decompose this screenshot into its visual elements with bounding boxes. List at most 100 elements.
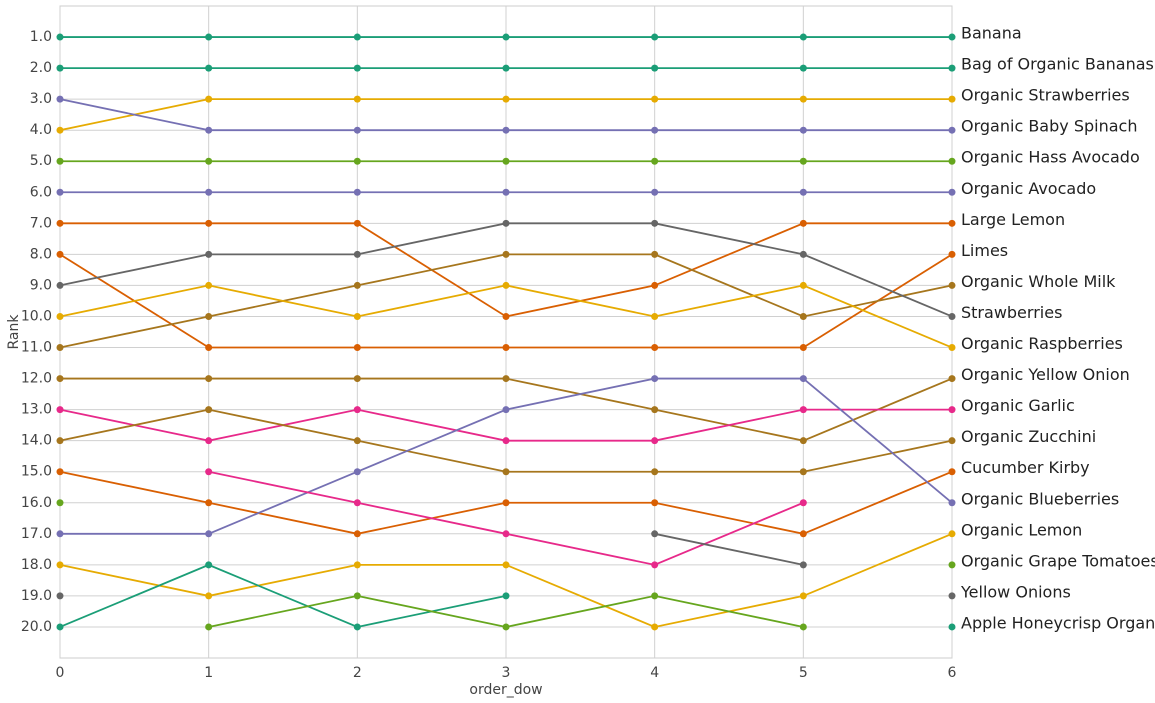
point xyxy=(948,95,956,103)
point xyxy=(799,33,807,41)
point xyxy=(799,126,807,134)
point xyxy=(651,530,659,538)
point xyxy=(948,188,956,196)
y-axis-label: Rank xyxy=(6,314,22,350)
point xyxy=(651,344,659,352)
point xyxy=(205,375,213,383)
y-tick-label: 8.0 xyxy=(30,246,52,262)
point xyxy=(205,95,213,103)
point xyxy=(205,33,213,41)
point xyxy=(353,250,361,258)
point xyxy=(651,157,659,165)
point xyxy=(56,312,64,320)
series-label: Organic Whole Milk xyxy=(961,272,1116,291)
point xyxy=(502,95,510,103)
series-label: Apple Honeycrisp Organic xyxy=(961,613,1155,632)
point xyxy=(353,64,361,72)
x-tick-label: 5 xyxy=(799,665,808,681)
point xyxy=(502,623,510,631)
x-tick-label: 1 xyxy=(204,665,213,681)
series-label: Bag of Organic Bananas xyxy=(961,55,1154,74)
x-tick-label: 4 xyxy=(650,665,659,681)
point xyxy=(799,375,807,383)
point xyxy=(799,592,807,600)
y-tick-label: 7.0 xyxy=(30,215,52,231)
point xyxy=(799,561,807,569)
y-tick-label: 14.0 xyxy=(21,433,52,449)
y-tick-label: 6.0 xyxy=(30,184,52,200)
point xyxy=(651,126,659,134)
series-label: Organic Avocado xyxy=(961,179,1096,198)
point xyxy=(502,281,510,289)
point xyxy=(205,499,213,507)
series-label: Strawberries xyxy=(961,303,1062,322)
point xyxy=(799,530,807,538)
series-label: Organic Strawberries xyxy=(961,86,1130,105)
series-label: Organic Lemon xyxy=(961,520,1082,539)
point xyxy=(56,592,64,600)
point xyxy=(353,126,361,134)
series-label: Organic Baby Spinach xyxy=(961,117,1137,136)
point xyxy=(56,499,64,507)
point xyxy=(948,126,956,134)
point xyxy=(502,188,510,196)
y-tick-label: 9.0 xyxy=(30,277,52,293)
point xyxy=(651,592,659,600)
point xyxy=(799,95,807,103)
point xyxy=(353,312,361,320)
series-label: Organic Grape Tomatoes xyxy=(961,551,1155,570)
point xyxy=(651,468,659,476)
point xyxy=(56,468,64,476)
point xyxy=(948,499,956,507)
point xyxy=(651,437,659,445)
series-label: Limes xyxy=(961,241,1008,260)
point xyxy=(353,406,361,414)
y-tick-label: 17.0 xyxy=(21,526,52,542)
point xyxy=(56,561,64,569)
point xyxy=(205,468,213,476)
point xyxy=(205,592,213,600)
point xyxy=(205,561,213,569)
point xyxy=(651,312,659,320)
y-tick-label: 11.0 xyxy=(21,340,52,356)
point xyxy=(56,281,64,289)
point xyxy=(205,312,213,320)
point xyxy=(799,623,807,631)
point xyxy=(948,33,956,41)
point xyxy=(799,499,807,507)
point xyxy=(651,499,659,507)
point xyxy=(502,406,510,414)
series-label: Organic Yellow Onion xyxy=(961,365,1130,384)
point xyxy=(948,530,956,538)
point xyxy=(948,64,956,72)
point xyxy=(56,219,64,227)
point xyxy=(502,437,510,445)
point xyxy=(948,623,956,631)
series-label: Organic Garlic xyxy=(961,396,1075,415)
point xyxy=(353,530,361,538)
series-label: Cucumber Kirby xyxy=(961,458,1090,477)
point xyxy=(502,530,510,538)
point xyxy=(56,250,64,258)
point xyxy=(205,281,213,289)
point xyxy=(205,126,213,134)
point xyxy=(205,406,213,414)
point xyxy=(56,188,64,196)
point xyxy=(353,499,361,507)
point xyxy=(799,406,807,414)
point xyxy=(502,64,510,72)
point xyxy=(502,468,510,476)
point xyxy=(948,437,956,445)
point xyxy=(502,250,510,258)
point xyxy=(948,592,956,600)
y-tick-label: 1.0 xyxy=(30,29,52,45)
point xyxy=(205,188,213,196)
y-tick-label: 10.0 xyxy=(21,308,52,324)
point xyxy=(799,312,807,320)
series-label: Organic Hass Avocado xyxy=(961,148,1140,167)
point xyxy=(502,561,510,569)
point xyxy=(799,219,807,227)
point xyxy=(651,95,659,103)
point xyxy=(502,499,510,507)
point xyxy=(56,623,64,631)
